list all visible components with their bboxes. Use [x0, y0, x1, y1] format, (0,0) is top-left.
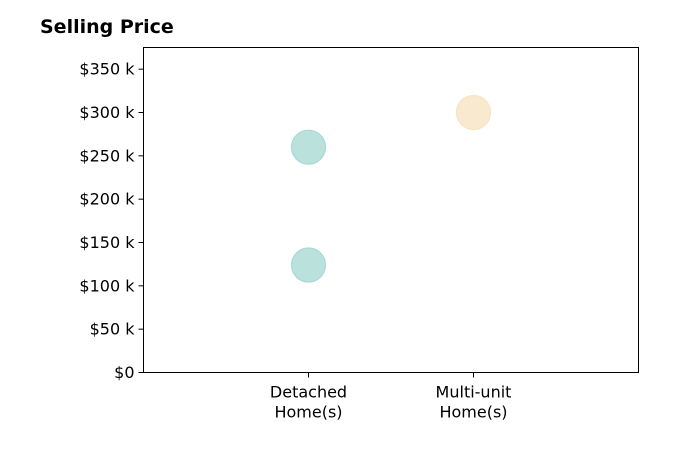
data-points [290, 94, 492, 283]
x-tick-label: Multi-unit Home(s) [436, 383, 512, 422]
y-tick-label: $100 k [79, 276, 135, 295]
chart-title: Selling Price [40, 16, 174, 38]
y-tick-label: $200 k [79, 190, 135, 209]
y-tick-label: $300 k [79, 103, 135, 122]
x-tick-label: Detached Home(s) [270, 383, 347, 422]
data-point [290, 129, 327, 165]
y-tick-label: $150 k [79, 233, 135, 252]
data-point [455, 94, 492, 131]
x-axis: Detached Home(s) Multi-unit Home(s) [270, 372, 512, 422]
data-point [290, 247, 327, 283]
y-tick-label: $350 k [79, 60, 135, 79]
y-axis: $0 $50 k $100 k $150 k $200 k $250 k $300 k $35… [79, 60, 144, 382]
y-tick-label: $0 [114, 363, 134, 382]
plot-frame [143, 47, 639, 373]
y-tick-label: $250 k [79, 146, 135, 165]
y-tick-label: $50 k [90, 320, 136, 339]
